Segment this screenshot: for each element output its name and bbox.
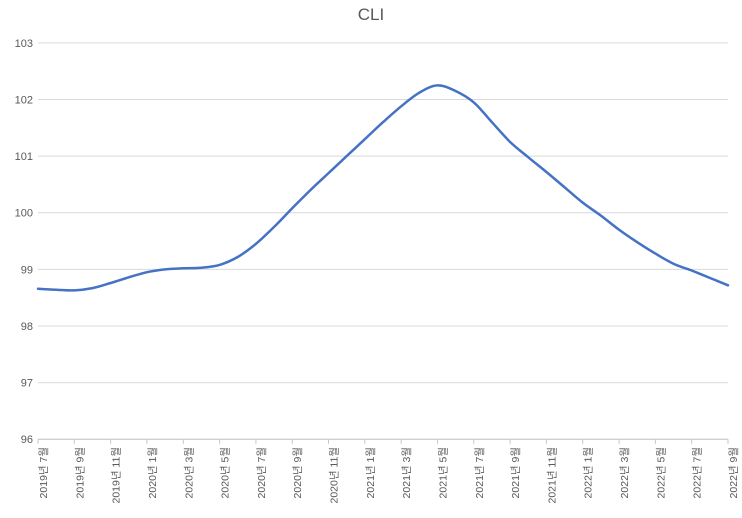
x-axis-label: 2020년 1월 — [147, 447, 159, 498]
x-axis-label: 2022년 9월 — [728, 447, 740, 498]
x-axis-label: 2021년 3월 — [401, 447, 413, 498]
x-axis-label: 2020년 7월 — [256, 447, 268, 498]
x-axis-label: 2022년 1월 — [583, 447, 595, 498]
x-axis-label: 2020년 11월 — [329, 447, 341, 504]
x-axis-label: 2020년 9월 — [292, 447, 304, 498]
y-axis-label: 103 — [15, 38, 33, 50]
y-axis-label: 97 — [21, 378, 33, 390]
x-axis-label: 2022년 7월 — [692, 447, 704, 498]
y-axis-label: 96 — [21, 434, 33, 446]
y-axis-label: 98 — [21, 321, 33, 333]
y-axis-label: 102 — [15, 94, 33, 106]
chart-title: CLI — [357, 5, 385, 24]
x-axis-label: 2019년 11월 — [111, 447, 123, 504]
x-axis-label: 2021년 7월 — [474, 447, 486, 498]
y-axis-label: 99 — [21, 264, 33, 276]
x-axis-label: 2019년 9월 — [74, 447, 86, 498]
y-axis-label: 100 — [15, 208, 33, 220]
cli-series-line — [36, 84, 730, 292]
x-axis-label: 2021년 5월 — [438, 447, 450, 498]
y-axis-label: 101 — [15, 151, 33, 163]
x-axis-label: 2022년 3월 — [619, 447, 631, 498]
x-axis-label: 2021년 1월 — [365, 447, 377, 498]
x-axis-label: 2021년 9월 — [510, 447, 522, 498]
x-axis-label: 2022년 5월 — [655, 447, 667, 498]
x-axis-label: 2020년 5월 — [220, 447, 232, 498]
x-axis-label: 2020년 3월 — [183, 447, 195, 498]
x-axis-label: 2021년 11월 — [546, 447, 558, 504]
x-axis-label: 2019년 7월 — [38, 447, 50, 498]
